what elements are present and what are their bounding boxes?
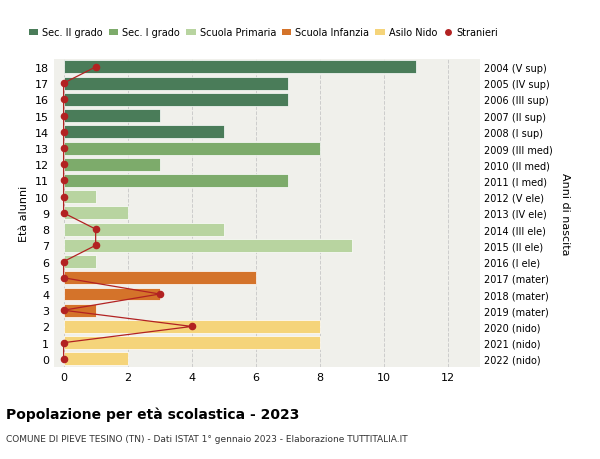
Text: COMUNE DI PIEVE TESINO (TN) - Dati ISTAT 1° gennaio 2023 - Elaborazione TUTTITAL: COMUNE DI PIEVE TESINO (TN) - Dati ISTAT… (6, 434, 407, 443)
Bar (64, 142, 320, 155)
Point (59, 129, 68, 136)
Bar (64, 304, 95, 317)
Bar (64, 336, 320, 349)
Point (59, 258, 68, 266)
Bar (64, 191, 95, 204)
Bar (64, 272, 256, 285)
Bar (64, 353, 128, 365)
Point (59, 161, 68, 168)
Point (91, 64, 100, 72)
Bar (64, 239, 352, 252)
Bar (64, 256, 95, 269)
Point (59, 177, 68, 185)
Point (187, 323, 197, 330)
Legend: Sec. II grado, Sec. I grado, Scuola Primaria, Scuola Infanzia, Asilo Nido, Stran: Sec. II grado, Sec. I grado, Scuola Prim… (25, 24, 502, 42)
Y-axis label: Età alunni: Età alunni (19, 185, 29, 241)
Bar (64, 174, 288, 188)
Point (59, 307, 68, 314)
Point (59, 80, 68, 88)
Point (59, 339, 68, 347)
Point (91, 226, 100, 233)
Bar (64, 223, 224, 236)
Bar (64, 62, 416, 74)
Bar (64, 126, 224, 139)
Text: Popolazione per età scolastica - 2023: Popolazione per età scolastica - 2023 (6, 406, 299, 421)
Bar (64, 110, 160, 123)
Bar (64, 94, 288, 106)
Point (91, 242, 100, 250)
Point (59, 274, 68, 282)
Bar (64, 320, 320, 333)
Point (59, 194, 68, 201)
Point (59, 210, 68, 217)
Point (155, 291, 164, 298)
Bar (64, 288, 160, 301)
Point (59, 96, 68, 104)
Bar (64, 78, 288, 90)
Y-axis label: Anni di nascita: Anni di nascita (560, 172, 569, 255)
Point (59, 145, 68, 152)
Bar (64, 158, 160, 171)
Point (59, 355, 68, 363)
Bar (64, 207, 128, 220)
Point (59, 112, 68, 120)
